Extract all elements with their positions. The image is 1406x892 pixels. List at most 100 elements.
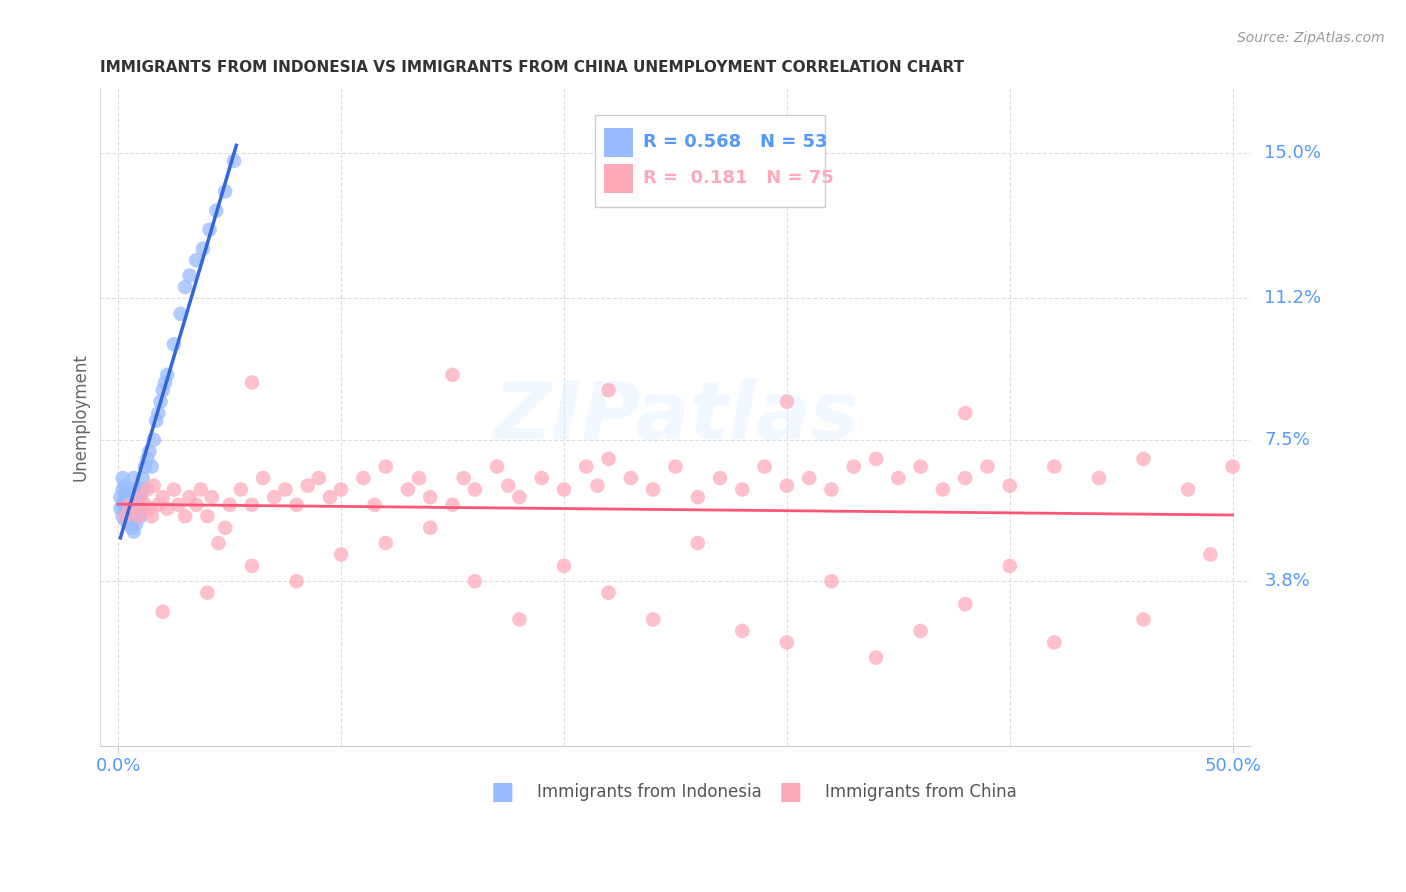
Point bbox=[598, 383, 620, 397]
Point bbox=[441, 498, 464, 512]
Point bbox=[118, 498, 141, 512]
Point bbox=[195, 509, 218, 524]
Point bbox=[274, 483, 297, 497]
Point bbox=[110, 490, 132, 504]
Point bbox=[222, 153, 245, 168]
Point bbox=[198, 222, 221, 236]
Point bbox=[141, 509, 163, 524]
Point bbox=[127, 509, 149, 524]
Point bbox=[508, 612, 530, 626]
Point bbox=[664, 459, 686, 474]
Point bbox=[152, 383, 174, 397]
Point bbox=[731, 624, 754, 638]
Point bbox=[1132, 452, 1154, 467]
Point bbox=[865, 650, 887, 665]
Point bbox=[575, 459, 598, 474]
Point bbox=[163, 483, 186, 497]
Text: R = 0.568   N = 53: R = 0.568 N = 53 bbox=[643, 133, 828, 151]
Point bbox=[190, 483, 212, 497]
Point bbox=[330, 483, 353, 497]
Point bbox=[419, 490, 441, 504]
Point bbox=[205, 203, 228, 218]
Point bbox=[115, 509, 138, 524]
Point bbox=[138, 501, 160, 516]
Text: Source: ZipAtlas.com: Source: ZipAtlas.com bbox=[1237, 31, 1385, 45]
Point bbox=[776, 635, 799, 649]
Point bbox=[263, 490, 285, 504]
Point bbox=[586, 479, 609, 493]
Point bbox=[131, 483, 153, 497]
Point bbox=[186, 498, 208, 512]
Point bbox=[464, 574, 486, 589]
Point bbox=[1222, 459, 1244, 474]
Point bbox=[285, 498, 308, 512]
Point bbox=[754, 459, 776, 474]
Point bbox=[643, 612, 665, 626]
Point bbox=[136, 452, 159, 467]
Point bbox=[352, 471, 374, 485]
Point bbox=[214, 185, 236, 199]
Point bbox=[308, 471, 330, 485]
Point bbox=[114, 513, 136, 527]
Text: 7.5%: 7.5% bbox=[1264, 431, 1310, 449]
Point bbox=[998, 558, 1021, 573]
Point bbox=[134, 459, 156, 474]
Point bbox=[374, 536, 396, 550]
Point bbox=[240, 376, 263, 390]
Text: 15.0%: 15.0% bbox=[1264, 145, 1322, 162]
Point bbox=[686, 536, 709, 550]
Point bbox=[910, 459, 932, 474]
Point bbox=[152, 605, 174, 619]
Point bbox=[419, 521, 441, 535]
Point bbox=[115, 498, 138, 512]
Point bbox=[186, 253, 208, 268]
Point bbox=[114, 479, 136, 493]
Point bbox=[620, 471, 643, 485]
Point bbox=[464, 483, 486, 497]
Point bbox=[110, 501, 132, 516]
Point bbox=[153, 376, 176, 390]
Point bbox=[118, 516, 141, 531]
Point bbox=[496, 479, 519, 493]
Point bbox=[121, 509, 143, 524]
Point bbox=[156, 501, 179, 516]
Point bbox=[142, 479, 165, 493]
Point bbox=[643, 483, 665, 497]
Point bbox=[953, 406, 976, 420]
Point bbox=[125, 505, 148, 519]
Point bbox=[156, 368, 179, 382]
Point bbox=[118, 494, 141, 508]
Text: 3.8%: 3.8% bbox=[1264, 573, 1310, 591]
Point bbox=[134, 498, 156, 512]
Text: Immigrants from China: Immigrants from China bbox=[825, 782, 1017, 801]
Point bbox=[953, 597, 976, 611]
Point bbox=[486, 459, 509, 474]
Point bbox=[553, 483, 575, 497]
Point bbox=[136, 483, 159, 497]
Point bbox=[553, 558, 575, 573]
Point bbox=[374, 459, 396, 474]
Point bbox=[127, 494, 149, 508]
Point bbox=[530, 471, 553, 485]
Point bbox=[201, 490, 224, 504]
Point bbox=[125, 516, 148, 531]
Point bbox=[598, 452, 620, 467]
Point bbox=[820, 483, 842, 497]
Point bbox=[129, 509, 152, 524]
FancyBboxPatch shape bbox=[605, 128, 633, 157]
Point bbox=[297, 479, 319, 493]
Point bbox=[115, 486, 138, 500]
Point bbox=[508, 490, 530, 504]
Point bbox=[731, 483, 754, 497]
Point bbox=[408, 471, 430, 485]
Point bbox=[191, 242, 214, 256]
Point bbox=[179, 268, 201, 283]
Y-axis label: Unemployment: Unemployment bbox=[72, 353, 89, 481]
Point bbox=[114, 490, 136, 504]
Point bbox=[709, 471, 731, 485]
FancyBboxPatch shape bbox=[595, 114, 825, 207]
Point bbox=[121, 521, 143, 535]
Point bbox=[122, 471, 145, 485]
Text: R =  0.181   N = 75: R = 0.181 N = 75 bbox=[643, 169, 834, 187]
Point bbox=[441, 368, 464, 382]
